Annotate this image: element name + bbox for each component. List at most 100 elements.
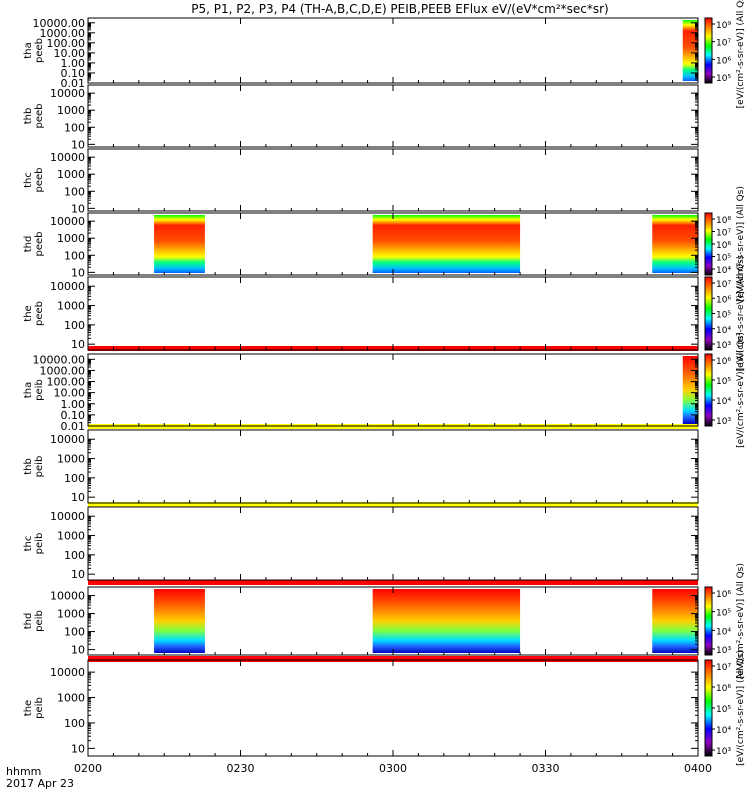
y-tick-label: 0.10 [61, 67, 86, 80]
panel-label-sub: peib [34, 533, 45, 555]
y-tick-label: 100 [64, 185, 85, 198]
colorbar-tick-label: 10⁸ [716, 216, 731, 226]
y-tick-label: 1000 [57, 168, 85, 181]
y-tick-label: 10 [71, 266, 85, 279]
y-tick-label: 10 [71, 338, 85, 351]
panel-the-peib: 10000 1000 100 10 the peib 10⁷ 10⁶ 10⁵ 10⁴ 10³ [eV/… [23, 650, 746, 766]
y-tick-label: 1000 [57, 232, 85, 245]
y-tick-label: 10 [71, 644, 85, 657]
panel-thc-peeb: 10000 1000 100 10 thc peeb [23, 148, 699, 215]
y-tick-label: 10000 [50, 666, 85, 679]
panel-label: thc [23, 536, 34, 552]
y-tick-label: 100 [64, 472, 85, 485]
y-tick-label: 10 [71, 742, 85, 755]
y-tick-label: 0.10 [61, 409, 86, 422]
y-tick-label: 10 [71, 568, 85, 581]
spectrogram-block-2 [652, 589, 698, 653]
spectrogram-block-0 [682, 20, 698, 81]
colorbar-label: [eV/(cm²-s-sr-eV)] (All Qs) [736, 0, 746, 108]
colorbar-tick-label: 10⁶ [716, 357, 731, 367]
date-label: 2017 Apr 23 [6, 777, 74, 790]
panels: 10000.001000.00100.0010.001.000.100.01th… [23, 0, 746, 775]
y-tick-label: 10000 [50, 87, 85, 100]
colorbar-tick-label: 10⁴ [716, 726, 731, 736]
y-tick-label: 10 [71, 202, 85, 215]
chart-title: P5, P1, P2, P3, P4 (TH-A,B,C,D,E) PEIB,P… [191, 2, 608, 16]
panel-label-sub: peib [34, 610, 45, 632]
panel-label-sub: peib [34, 456, 45, 478]
y-tick-label: 100 [64, 549, 85, 562]
colorbar [704, 586, 713, 656]
panel-label-sub: peeb [34, 104, 45, 129]
y-tick-label: 10000 [50, 510, 85, 523]
colorbar-tick-label: 10⁶ [716, 295, 731, 305]
y-tick-label: 1000 [57, 104, 85, 117]
panel-thd-peib: 10000 1000 100 10 thd peib 10⁶ 10⁵ 10⁴ 10³ [eV/(cm… [23, 563, 746, 679]
y-tick-label: 100 [64, 319, 85, 332]
y-tick-label: 100.00 [47, 376, 86, 389]
panel-frame [87, 276, 699, 351]
spectrogram-block-1 [372, 589, 521, 653]
y-tick-label: 1000 [57, 530, 85, 543]
colorbar-tick-label: 10⁷ [716, 280, 731, 290]
y-tick-label: 10.00 [54, 47, 86, 60]
colorbar-tick-label: 10⁶ [716, 684, 731, 694]
colorbar-tick-label: 10⁶ [716, 56, 731, 66]
x-tick-label: 0330 [532, 762, 560, 775]
y-tick-label: 1.00 [61, 57, 86, 70]
panel-label-sub: peeb [34, 38, 45, 63]
fill-band-2 [88, 502, 698, 507]
colorbar-tick-label: 10⁴ [716, 266, 731, 276]
colorbar-tick-label: 10⁷ [716, 39, 731, 49]
colorbar-tick-label: 10⁵ [716, 311, 731, 321]
y-tick-label: 10000 [50, 590, 85, 603]
time-axis-label: hhmm [6, 765, 41, 778]
colorbar-tick-label: 10⁴ [716, 627, 731, 637]
colorbar [704, 276, 713, 351]
y-tick-label: 10 [71, 491, 85, 504]
y-tick-label: 1000 [57, 608, 85, 621]
y-tick-label: 1.00 [61, 398, 86, 411]
spectrogram-block-0 [154, 589, 205, 653]
y-tick-label: 10000.00 [33, 17, 86, 30]
colorbar-tick-label: 10⁵ [716, 705, 731, 715]
panel-label: thd [23, 236, 34, 253]
colorbar-tick-label: 10⁵ [716, 377, 731, 387]
panel-thd-peeb: 10000 1000 100 10 thd peeb 10⁸ 10⁷ 10⁶ 10⁵ 10⁴ [eV/… [23, 186, 746, 302]
x-tick-label: 0230 [227, 762, 255, 775]
y-tick-label: 10000 [50, 151, 85, 164]
panel-label-sub: peib [34, 697, 45, 719]
y-tick-label: 0.01 [61, 420, 86, 433]
panel-frame [87, 429, 699, 504]
panel-frame [87, 17, 699, 84]
y-tick-label: 10000 [50, 433, 85, 446]
spectrogram-block-1 [372, 215, 521, 273]
panel-frame [87, 353, 699, 427]
spectrogram-block-0 [154, 215, 205, 273]
colorbar-tick-label: 10⁵ [716, 254, 731, 264]
colorbar [704, 353, 713, 427]
colorbar-label: [eV/(cm²-s-sr-eV)] (All Qs) [736, 563, 746, 679]
colorbar-tick-label: 10⁷ [716, 663, 731, 673]
colorbar-tick-label: 10³ [716, 747, 731, 757]
y-tick-label: 100 [64, 717, 85, 730]
panel-label: thb [23, 108, 34, 125]
panel-the-peeb: 10000 1000 100 10 the peeb 10⁷ 10⁶ 10⁵ 10⁴ 10³ [eV/… [23, 256, 746, 372]
y-tick-label: 1000.00 [40, 27, 86, 40]
y-tick-label: 100 [64, 626, 85, 639]
y-tick-label: 10 [71, 138, 85, 151]
colorbar-tick-label: 10⁷ [716, 229, 731, 239]
y-tick-label: 1000 [57, 692, 85, 705]
panel-label: thd [23, 613, 34, 630]
panel-label-sub: peeb [34, 232, 45, 257]
colorbar-tick-label: 10³ [716, 341, 731, 351]
colorbar-tick-label: 10⁵ [716, 609, 731, 619]
colorbar [704, 659, 713, 757]
colorbar-tick-label: 10³ [716, 417, 731, 427]
colorbar [704, 17, 713, 84]
y-tick-label: 100 [64, 121, 85, 134]
x-tick-label: 0300 [379, 762, 407, 775]
